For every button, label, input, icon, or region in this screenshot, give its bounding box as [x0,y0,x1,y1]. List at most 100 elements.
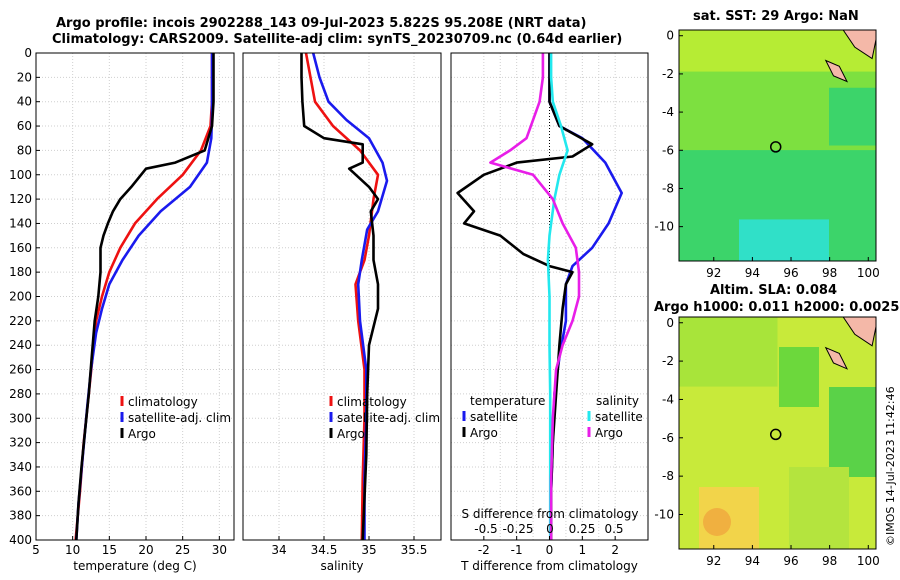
x2-tick-label: 0.5 [604,522,623,536]
map-x-tick-label: 100 [857,266,880,280]
y-tick-label: 360 [9,484,32,498]
y-tick-label: 200 [9,290,32,304]
x-tick-label: 5 [32,543,40,557]
panel-frame [242,52,442,541]
y-tick-label: 320 [9,436,32,450]
sla-patch-orange [703,508,731,536]
sla-map-title-2: Argo h1000: 0.011 h2000: 0.0025 [654,300,900,315]
sla-map [679,317,876,549]
legend-label: Argo [470,426,498,440]
y-tick-label: 120 [9,192,32,206]
map-y-tick-label: -10 [654,220,674,234]
y-tick-label: 60 [17,119,32,133]
y-tick-label: 400 [9,533,32,547]
map-x-tick-label: 94 [745,266,760,280]
legend-label: Argo [337,427,365,441]
y-tick-label: 280 [9,387,32,401]
map-x-tick-label: 96 [783,554,798,568]
map-y-tick-label: 0 [666,316,674,330]
title-line-1: Argo profile: incois 2902288_143 09-Jul-… [56,16,587,31]
x-tick-label: 35 [361,543,376,557]
legend-label: climatology [337,395,407,409]
x-tick-label: -1 [511,543,523,557]
x2-axis-label: S difference from climatology [462,507,639,521]
x-tick-label: 2 [611,543,619,557]
x-tick-label: -2 [478,543,490,557]
legend-label: Argo [128,427,156,441]
y-tick-label: 300 [9,411,32,425]
map-y-tick-label: -8 [662,469,674,483]
island-siberut [824,346,849,370]
island-siberut [824,59,849,83]
map-y-tick-label: -10 [654,507,674,521]
legend-label: satellite [470,410,518,424]
y-tick-label: 100 [9,168,32,182]
argo-position-marker [769,141,782,153]
x-tick-label: 10 [65,543,80,557]
x2-tick-label: 0.25 [569,522,596,536]
legend-label: Argo [595,426,623,440]
map-x-tick-label: 96 [783,266,798,280]
coastline [842,317,876,347]
y-tick-label: 220 [9,314,32,328]
series-line-salinity-argo [489,53,581,540]
y-tick-label: 80 [17,143,32,157]
map-y-tick-label: -4 [662,105,674,119]
legend-title-temperature: temperature [470,394,545,408]
sla-patch-south [789,467,849,549]
map-x-tick-label: 94 [745,554,760,568]
map-y-tick-label: -8 [662,181,674,195]
x-tick-label: 25 [175,543,190,557]
legend-title-salinity: salinity [596,394,639,408]
panel-temperature: 0 20 40 60 80 100 120 140 160 180 200 220 240 260 280 3… [9,46,235,573]
series-line-salinity-satellite [546,53,569,540]
x2-tick-label: 0 [546,522,554,536]
y-tick-label: 20 [17,70,32,84]
map-frame [678,29,877,262]
x-tick-label: 20 [138,543,153,557]
y-tick-label: 160 [9,241,32,255]
coastline [842,30,876,60]
map-x-tick-label: 98 [822,266,837,280]
x-tick-label: 34.5 [311,543,338,557]
y-tick-label: 140 [9,216,32,230]
map-y-tick-label: -4 [662,392,674,406]
y-tick-label: 260 [9,363,32,377]
map-x-tick-label: 100 [857,554,880,568]
sla-map-title-1: Altim. SLA: 0.084 [710,283,837,298]
y-tick-label: 340 [9,460,32,474]
series-line-argo [75,53,215,541]
y-tick-label: 40 [17,95,32,109]
map-x-tick-label: 92 [706,554,721,568]
sla-patch-east [829,387,876,477]
map-x-tick-label: 98 [822,554,837,568]
series-line-argo [300,53,380,541]
sla-patch-green [779,347,819,407]
y-tick-label: 180 [9,265,32,279]
sst-map-title: sat. SST: 29 Argo: NaN [693,9,859,24]
map-y-tick-label: -2 [662,67,674,81]
sst-band-north [679,30,876,72]
legend-label: climatology [128,395,198,409]
x-axis-label: T difference from climatology [460,559,638,573]
x2-tick-label: -0.5 [474,522,497,536]
x-tick-label: 30 [212,543,227,557]
x-tick-label: 34 [271,543,286,557]
sst-band-cyan [739,219,829,261]
argo-position-marker [769,428,782,441]
x-tick-label: 35.5 [401,543,428,557]
x-axis-label: temperature (deg C) [73,559,196,573]
x-tick-label: 0 [546,543,554,557]
y-tick-label: 0 [24,46,32,60]
sst-band-east [829,87,876,146]
legend-label: satellite-adj. clim [128,411,231,425]
panel-salinity: 34 34.5 35 35.5 salinity climatology satellite… [242,52,442,573]
map-x-tick-label: 92 [706,266,721,280]
sst-map [679,30,876,261]
x-tick-label: 1 [579,543,587,557]
legend-label: satellite [595,410,643,424]
y-tick-label: 240 [9,338,32,352]
map-y-tick-label: -6 [662,431,674,445]
x2-tick-label: -0.25 [502,522,533,536]
